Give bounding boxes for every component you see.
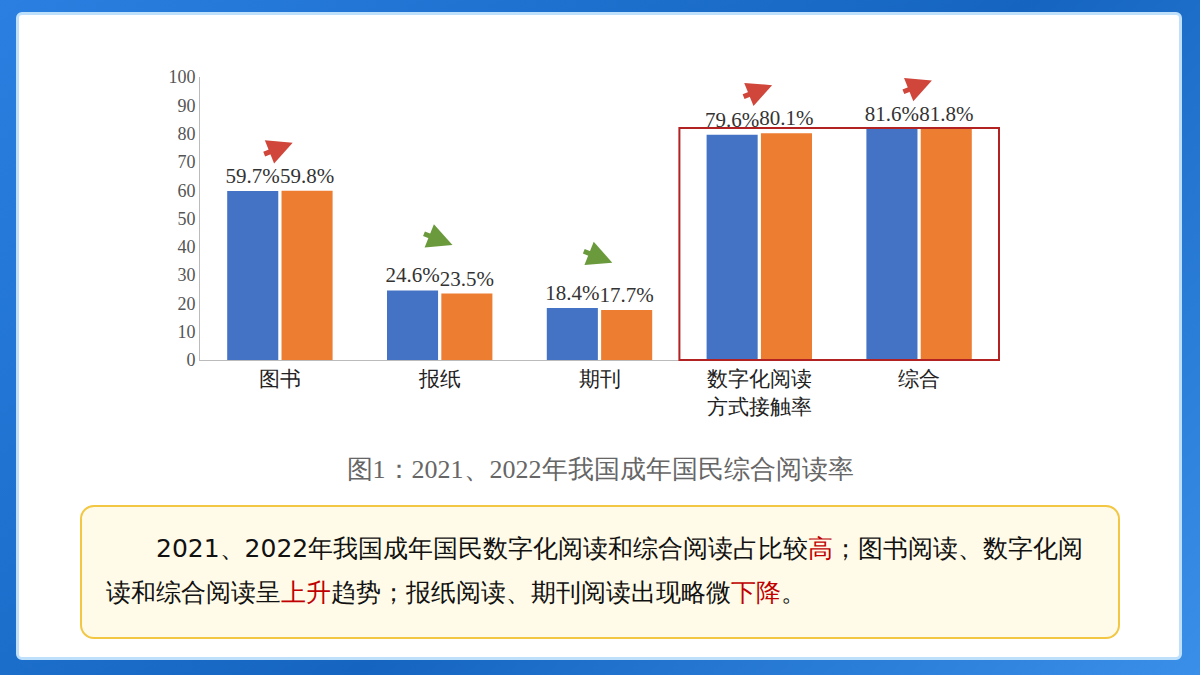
svg-text:60: 60: [177, 181, 195, 201]
svg-text:24.6%: 24.6%: [385, 263, 439, 287]
svg-text:59.8%: 59.8%: [280, 164, 334, 188]
svg-text:80: 80: [177, 124, 195, 144]
svg-text:期刊: 期刊: [579, 367, 621, 391]
svg-text:70: 70: [177, 152, 195, 172]
svg-text:79.6%: 79.6%: [705, 108, 759, 132]
svg-text:报纸: 报纸: [418, 367, 461, 391]
svg-text:20: 20: [177, 294, 195, 314]
svg-text:数字化阅读方式接触率: 数字化阅读方式接触率: [707, 367, 812, 418]
svg-text:综合: 综合: [898, 367, 940, 391]
svg-text:17.7%: 17.7%: [600, 283, 654, 307]
svg-text:0: 0: [186, 350, 195, 370]
svg-text:40: 40: [177, 237, 195, 257]
svg-text:23.5%: 23.5%: [440, 267, 494, 291]
svg-text:50: 50: [177, 209, 195, 229]
svg-text:80.1%: 80.1%: [759, 106, 813, 130]
svg-text:81.6%: 81.6%: [865, 102, 919, 126]
svg-text:图书: 图书: [259, 367, 301, 391]
svg-text:100: 100: [168, 67, 195, 87]
html-text:2021、2022年我国成年国民数字化阅读和综合阅读占比较高: 2021、2022年我国成年国民数字化阅读和综合阅读占比较高；图书阅读、数字化阅…: [106, 534, 1084, 607]
svg-text:18.4%: 18.4%: [545, 281, 599, 305]
html-text:图1：2021、2022年我国成年国民综合阅读率: 图1：2021、2022年我国成年国民综合阅读率: [346, 455, 854, 484]
svg-text:30: 30: [177, 265, 195, 285]
svg-text:81.8%: 81.8%: [919, 102, 973, 126]
svg-text:90: 90: [177, 96, 195, 116]
svg-text:59.7%: 59.7%: [226, 164, 280, 188]
svg-text:10: 10: [177, 322, 195, 342]
